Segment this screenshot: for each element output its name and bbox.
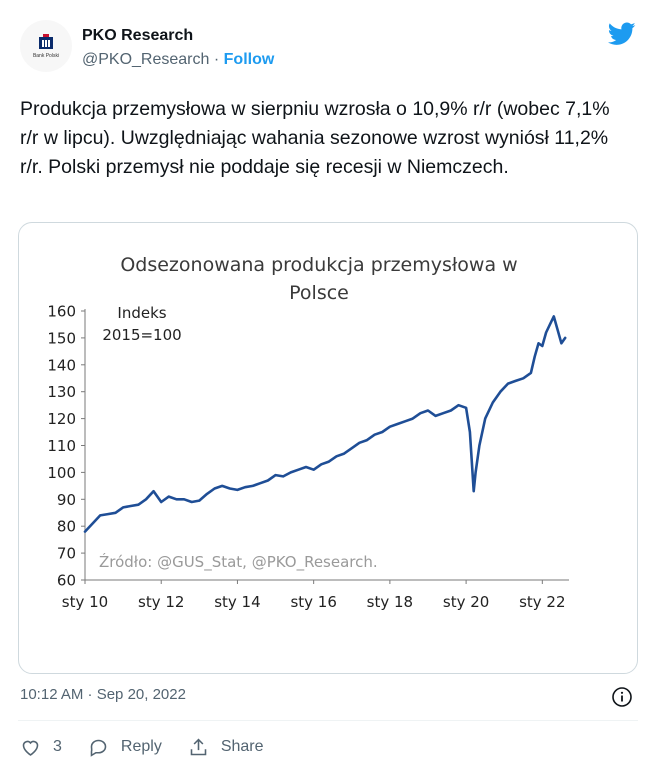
x-tick-label: sty 20: [443, 593, 489, 611]
chart-source: Źródło: @GUS_Stat, @PKO_Research.: [99, 552, 378, 572]
handle-row: @PKO_Research · Follow: [82, 51, 274, 69]
reply-label: Reply: [120, 738, 162, 755]
y-tick-label: 110: [47, 437, 76, 455]
chart-annotation-line: Indeks: [117, 304, 166, 322]
y-tick-label: 120: [47, 410, 76, 428]
x-tick-label: sty 14: [214, 593, 260, 611]
x-tick-label: sty 22: [519, 593, 565, 611]
follow-button[interactable]: Follow: [223, 51, 275, 68]
y-tick-label: 160: [47, 303, 76, 321]
chart-card[interactable]: Odsezonowana produkcja przemysłowa w Pols…: [18, 222, 638, 674]
share-label: Share: [220, 738, 264, 755]
like-button[interactable]: 3: [20, 737, 62, 758]
y-tick-label: 140: [47, 356, 76, 374]
y-tick-label: 80: [57, 518, 76, 536]
handle-separator: ·: [213, 51, 220, 68]
chart-title-line: Odsezonowana produkcja przemysłowa w: [120, 254, 517, 276]
y-tick-label: 90: [57, 491, 76, 509]
chart-annotation-line: 2015=100: [102, 326, 181, 344]
reply-button[interactable]: Reply: [88, 737, 162, 758]
reply-icon: [90, 739, 107, 757]
y-tick-label: 130: [47, 383, 76, 401]
info-icon[interactable]: [611, 686, 633, 708]
tweet-header: Bank Polski PKO Research @PKO_Research ·…: [20, 18, 640, 78]
heart-icon: [22, 740, 39, 756]
y-tick-label: 100: [47, 464, 76, 482]
like-count: 3: [53, 738, 62, 755]
share-button[interactable]: Share: [188, 737, 264, 758]
divider: [18, 720, 638, 721]
x-tick-label: sty 16: [290, 593, 336, 611]
x-tick-label: sty 18: [367, 593, 413, 611]
tweet-text: Produkcja przemysłowa w sierpniu wzrosła…: [20, 98, 610, 178]
twitter-bird-icon[interactable]: [608, 22, 636, 46]
account-handle[interactable]: @PKO_Research: [82, 51, 210, 68]
bank-logo-icon: [39, 33, 53, 49]
x-tick-label: sty 10: [62, 593, 108, 611]
account-name[interactable]: PKO Research: [82, 27, 194, 44]
avatar[interactable]: Bank Polski: [20, 20, 72, 72]
chart-title-line: Polsce: [289, 282, 349, 304]
series-line: [83, 315, 567, 533]
share-icon: [190, 738, 207, 755]
y-tick-label: 70: [57, 545, 76, 563]
logo-text: Bank Polski: [32, 52, 60, 59]
tweet-timestamp[interactable]: 10:12 AM · Sep 20, 2022: [20, 686, 186, 703]
y-tick-label: 60: [57, 572, 76, 590]
tweet-actions: 3 Reply Share: [20, 735, 290, 759]
x-tick-label: sty 12: [138, 593, 184, 611]
y-tick-label: 150: [47, 329, 76, 347]
line-chart: Odsezonowana produkcja przemysłowa w Pols…: [47, 254, 569, 611]
